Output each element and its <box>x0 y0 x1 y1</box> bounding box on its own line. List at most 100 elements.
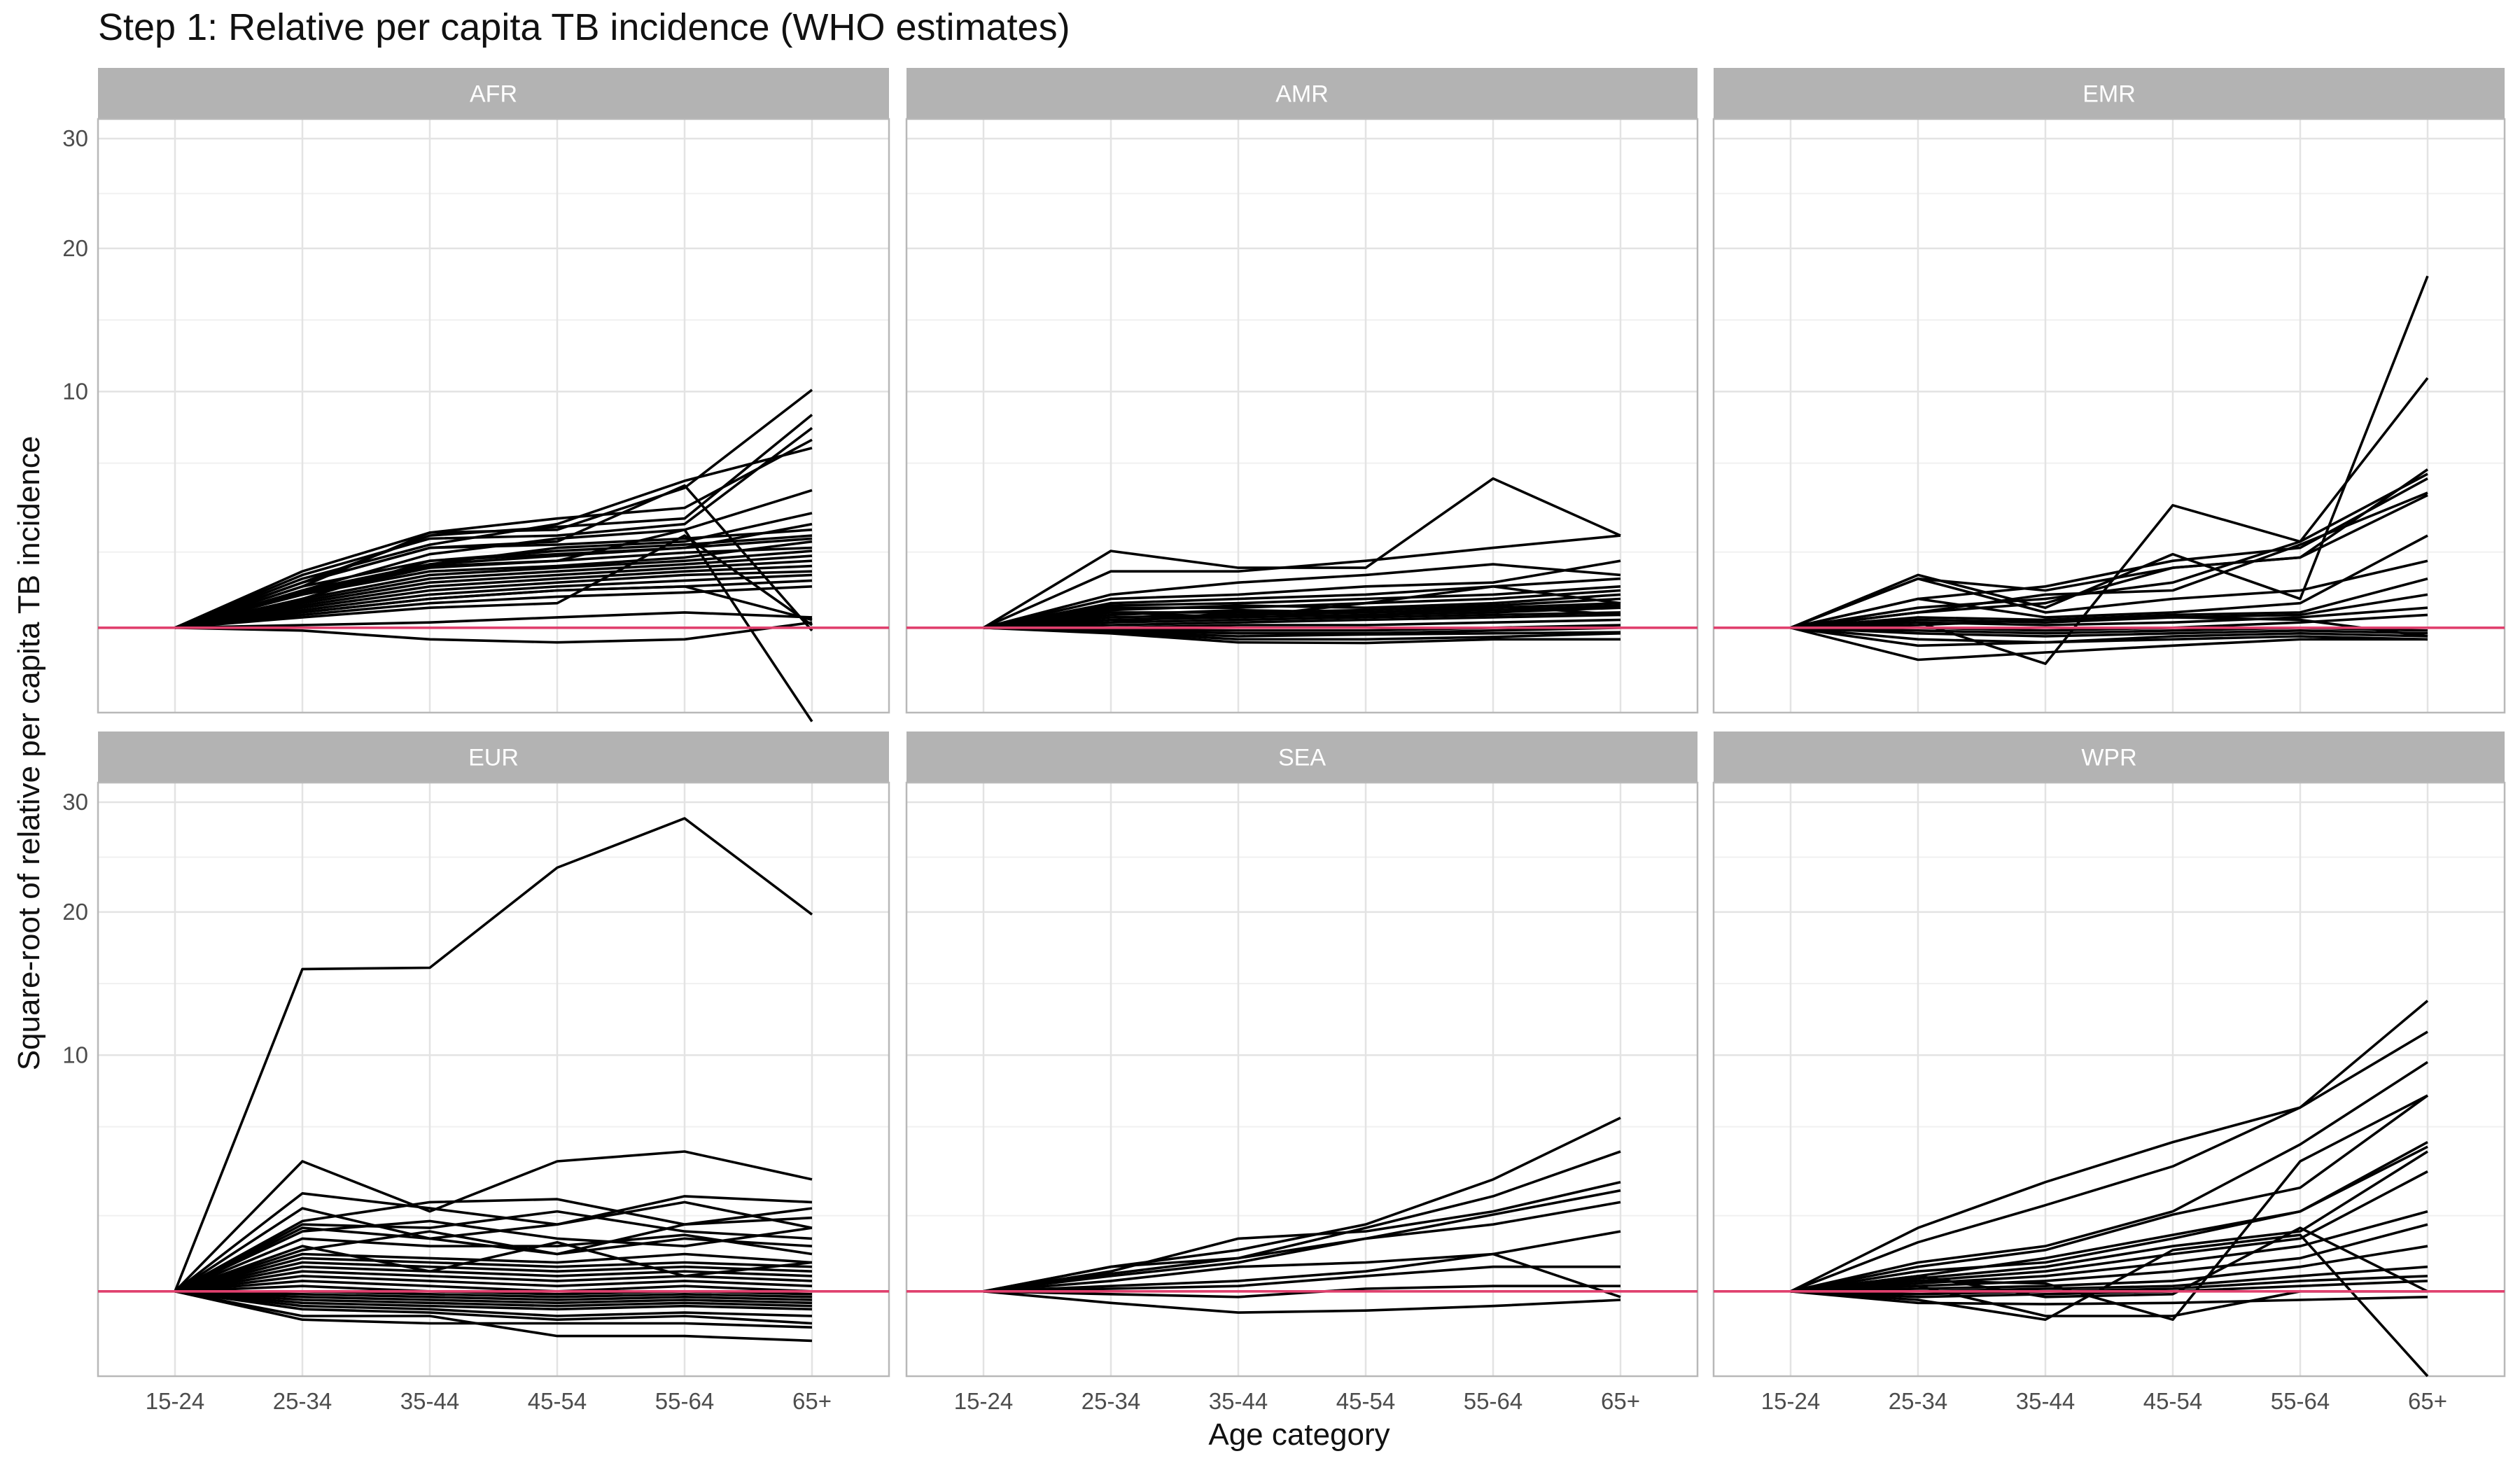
series-line <box>174 1290 813 1305</box>
series-line <box>1790 626 2428 644</box>
y-tick-label: 10 <box>62 1042 88 1068</box>
series-line <box>1790 1030 2428 1293</box>
x-tick-label: 15-24 <box>954 1388 1013 1414</box>
series-line <box>1790 534 2428 629</box>
series-line <box>174 1240 813 1293</box>
series-line <box>983 1200 1621 1293</box>
series-line <box>174 528 813 722</box>
y-tick-label: 10 <box>62 378 88 404</box>
facet-strip <box>98 68 889 119</box>
x-tick-label: 45-54 <box>528 1388 587 1414</box>
series-line <box>174 438 813 629</box>
series-line <box>983 534 1621 629</box>
series-line <box>1790 626 2428 662</box>
series-line <box>1790 1094 2429 1293</box>
series-line <box>1790 1280 2428 1298</box>
panel-border <box>97 118 890 714</box>
x-tick-label: 65+ <box>792 1388 832 1414</box>
facet-label: WPR <box>2081 745 2136 771</box>
panel-border <box>1712 118 2506 714</box>
series-line <box>1790 472 2428 666</box>
panel-border <box>905 118 1699 714</box>
series-line <box>174 584 813 629</box>
facet-label: EMR <box>2082 81 2136 108</box>
series-line <box>174 1207 813 1293</box>
series-line <box>983 1265 1620 1293</box>
x-tick-label: 45-54 <box>1336 1388 1395 1414</box>
series-line <box>174 1265 813 1293</box>
series-line <box>174 1270 813 1293</box>
series-line <box>983 1150 1621 1293</box>
series-line <box>174 534 813 629</box>
series-line <box>983 604 1621 629</box>
x-tick-label: 45-54 <box>2143 1388 2202 1414</box>
series-line <box>983 1252 1621 1298</box>
x-tick-label: 15-24 <box>1761 1388 1820 1414</box>
series-line <box>174 570 813 629</box>
series-line <box>1790 616 2428 638</box>
x-tick-label: 65+ <box>1601 1388 1640 1414</box>
series-line <box>1790 1210 2428 1293</box>
chart-title: Step 1: Relative per capita TB incidence… <box>98 6 1070 48</box>
facet-strip <box>906 732 1698 783</box>
series-line <box>174 489 813 629</box>
series-line <box>983 563 1621 629</box>
x-tick-label: 55-64 <box>2271 1388 2330 1414</box>
series-line <box>174 1230 813 1293</box>
series-line <box>983 559 1621 629</box>
facet-strip <box>1714 68 2505 119</box>
series-line <box>983 585 1621 629</box>
facet-strip <box>1714 732 2505 783</box>
series-line <box>174 817 813 1292</box>
series-line <box>174 1290 813 1329</box>
series-line <box>174 1290 813 1317</box>
series-line <box>174 447 813 629</box>
series-line <box>1790 559 2428 629</box>
series-line <box>1790 491 2428 629</box>
series-line <box>174 1210 813 1293</box>
x-tick-label: 35-44 <box>400 1388 459 1414</box>
series-line <box>1790 1233 2429 1378</box>
panel-border <box>1712 781 2506 1378</box>
series-line <box>174 1290 813 1301</box>
series-line <box>1790 1000 2429 1293</box>
series-line <box>983 584 1621 629</box>
series-line <box>174 559 813 629</box>
series-line <box>174 1280 813 1293</box>
x-tick-label: 25-34 <box>273 1388 332 1414</box>
series-line <box>1790 1226 2428 1298</box>
series-line <box>1790 593 2428 629</box>
series-line <box>174 1290 813 1308</box>
series-line <box>174 611 813 629</box>
y-tick-label: 20 <box>62 235 88 261</box>
series-line <box>174 564 813 629</box>
series-line <box>983 613 1621 629</box>
series-line <box>174 1150 813 1293</box>
facet-label: EUR <box>468 745 519 771</box>
series-line <box>174 1261 813 1293</box>
x-tick-label: 25-34 <box>1889 1388 1947 1414</box>
x-axis-label: Age category <box>1208 1418 1390 1452</box>
x-tick-label: 15-24 <box>146 1388 204 1414</box>
x-tick-label: 65+ <box>2408 1388 2447 1414</box>
series-line <box>983 593 1621 629</box>
x-tick-label: 25-34 <box>1082 1388 1140 1414</box>
series-line <box>174 573 813 629</box>
series-line <box>983 1230 1621 1293</box>
y-tick-label: 30 <box>62 789 88 815</box>
series-line <box>983 477 1621 629</box>
series-line <box>983 1180 1621 1293</box>
series-line <box>174 1256 813 1293</box>
series-line <box>1790 626 2428 648</box>
x-tick-label: 35-44 <box>2016 1388 2075 1414</box>
series-line <box>1790 626 2428 638</box>
series-line <box>1790 1094 2428 1321</box>
series-line <box>174 1290 813 1343</box>
series-line <box>1790 1275 2428 1296</box>
series-line <box>1790 1290 2428 1306</box>
series-line <box>174 1275 813 1293</box>
x-tick-label: 35-44 <box>1209 1388 1268 1414</box>
facet-label: AFR <box>470 81 517 108</box>
panel-border <box>97 781 890 1378</box>
